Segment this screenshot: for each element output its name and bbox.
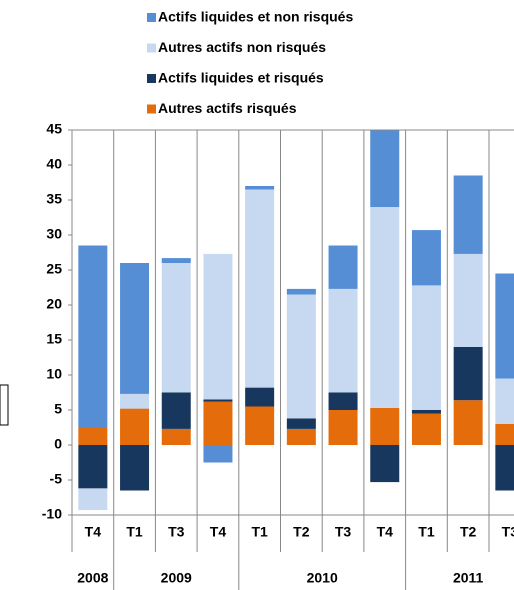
bar-segment: [411, 410, 441, 414]
bar-segment: [286, 418, 316, 429]
bar-segment: [370, 407, 400, 445]
legend-swatch: [147, 104, 156, 114]
legend-swatch: [147, 13, 156, 22]
y-tick-label: 35: [46, 191, 62, 207]
y-tick-label: -10: [42, 506, 62, 522]
legend-swatch: [147, 43, 156, 53]
y-tick-label: 45: [46, 121, 62, 137]
bar-segment: [245, 186, 275, 190]
y-tick-label: -5: [50, 471, 63, 487]
bar-segment: [78, 427, 108, 445]
bar-segment: [495, 273, 514, 379]
bar-segment: [495, 445, 514, 491]
bar-segment: [245, 189, 275, 388]
bar-segment: [370, 130, 400, 207]
y-tick-label: 0: [54, 436, 62, 452]
bar-segment: [78, 488, 108, 511]
bar-segment: [453, 175, 483, 254]
bar-segment: [328, 410, 358, 445]
bar-segment: [78, 245, 108, 428]
legend-label: Autres actifs non risqués: [158, 39, 326, 55]
bar-segment: [161, 428, 191, 445]
bar-segment: [203, 401, 233, 445]
x-tick-label: T1: [126, 524, 143, 540]
legend-label: Actifs liquides et non risqués: [158, 9, 353, 25]
bar-segment: [161, 263, 191, 393]
bar-segment: [245, 387, 275, 407]
bar-segment: [120, 393, 150, 409]
bar-segment: [203, 445, 233, 463]
bar-segment: [328, 392, 358, 410]
bar-segment: [411, 230, 441, 286]
bar-segment: [453, 253, 483, 347]
x-tick-label: T2: [293, 524, 310, 540]
y-tick-label: 15: [46, 331, 62, 347]
y-tick-label: 10: [46, 366, 62, 382]
bar-segment: [161, 392, 191, 429]
bar-segment: [328, 245, 358, 289]
legend-label: Autres actifs risqués: [158, 100, 297, 116]
y-tick-label: 5: [54, 401, 62, 417]
legend-swatch: [147, 74, 156, 83]
x-tick-label: T1: [418, 524, 435, 540]
bar-segment: [286, 428, 316, 445]
bar-segment: [286, 288, 316, 295]
bar-segment: [245, 406, 275, 445]
bar-segment: [120, 263, 150, 394]
y-tick-label: 25: [46, 261, 62, 277]
bar-segment: [203, 399, 233, 402]
bar-segment: [495, 378, 514, 424]
bar-segment: [370, 445, 400, 483]
y-tick-label: 30: [46, 226, 62, 242]
x-tick-label: T1: [251, 524, 268, 540]
x-tick-label: T4: [210, 524, 227, 540]
bar-segment: [495, 424, 514, 445]
year-label: 2009: [161, 570, 192, 586]
x-tick-label: T3: [335, 524, 352, 540]
bar-segment: [411, 413, 441, 445]
x-tick-label: T4: [85, 524, 102, 540]
x-tick-label: T3: [168, 524, 185, 540]
year-label: 2008: [77, 570, 108, 586]
bar-segment: [411, 285, 441, 410]
bar-segment: [453, 347, 483, 401]
bar-segment: [203, 253, 233, 400]
bar-segment: [370, 207, 400, 408]
legend-label: Actifs liquides et risqués: [158, 70, 324, 86]
y-tick-label: 20: [46, 296, 62, 312]
bar-segment: [453, 400, 483, 445]
y-tick-label: 40: [46, 156, 62, 172]
bar-segment: [78, 445, 108, 489]
year-label: 2010: [307, 570, 338, 586]
bar-segment: [161, 258, 191, 263]
frame-fragment: [0, 384, 9, 426]
bar-segment: [328, 288, 358, 393]
bar-segment: [120, 445, 150, 491]
x-tick-label: T3: [502, 524, 514, 540]
x-tick-label: T2: [460, 524, 477, 540]
year-label: 2011: [453, 570, 484, 586]
bar-segment: [286, 294, 316, 419]
bar-segment: [120, 408, 150, 445]
x-tick-label: T4: [377, 524, 394, 540]
